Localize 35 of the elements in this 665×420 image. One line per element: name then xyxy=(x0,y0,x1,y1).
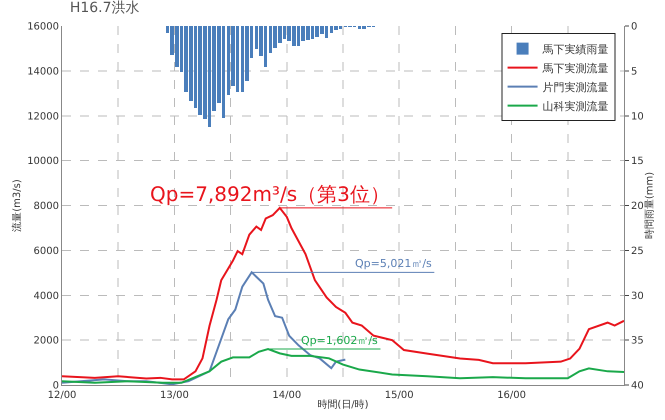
x-tick-label: 15/00 xyxy=(384,390,414,401)
y-axis-title: 流量(m3/s) xyxy=(11,179,24,232)
annotation: Qp=7,892m³/s（第3位） xyxy=(150,182,390,206)
y2-tick-label: 35 xyxy=(631,336,644,347)
annotation: Qp=5,021㎥/s xyxy=(355,257,432,270)
y-tick-label: 8000 xyxy=(34,201,59,212)
x-tick-label: 14/00 xyxy=(272,390,302,401)
y2-tick-label: 20 xyxy=(631,201,644,212)
y-tick-label: 2000 xyxy=(34,336,59,347)
x-axis-title: 時間(日/時) xyxy=(317,398,369,410)
y-tick-label: 10000 xyxy=(27,156,59,168)
y2-axis-title: 時間雨量(mm) xyxy=(644,172,656,240)
annotation: Qp=1,602㎥/s xyxy=(301,334,378,347)
y-tick-label: 12000 xyxy=(27,111,59,122)
y2-tick-label: 10 xyxy=(631,111,644,122)
chart-title: H16.7洪水 xyxy=(70,0,140,16)
y2-tick-label: 15 xyxy=(631,156,644,168)
legend-label: 馬下実測流量 xyxy=(542,62,609,75)
y-tick-label: 6000 xyxy=(34,246,59,257)
y2-tick-label: 25 xyxy=(631,246,644,257)
x-tick-label: 16/00 xyxy=(497,390,526,401)
y-tick-label: 0 xyxy=(52,380,59,392)
y2-tick-label: 30 xyxy=(631,290,644,302)
x-tick-label: 12/00 xyxy=(48,390,76,401)
legend-label: 山科実測流量 xyxy=(542,100,609,113)
legend-label: 片門実測流量 xyxy=(542,80,609,94)
y-tick-label: 4000 xyxy=(34,290,59,302)
y2-tick-label: 40 xyxy=(631,380,644,392)
y2-tick-label: 5 xyxy=(631,66,638,78)
y2-tick-label: 0 xyxy=(631,22,638,32)
legend-label: 馬下実績雨量 xyxy=(542,42,609,56)
y-tick-label: 14000 xyxy=(27,66,59,78)
x-tick-label: 13/00 xyxy=(160,390,189,401)
bar xyxy=(334,26,338,30)
y-tick-label: 16000 xyxy=(27,22,59,32)
